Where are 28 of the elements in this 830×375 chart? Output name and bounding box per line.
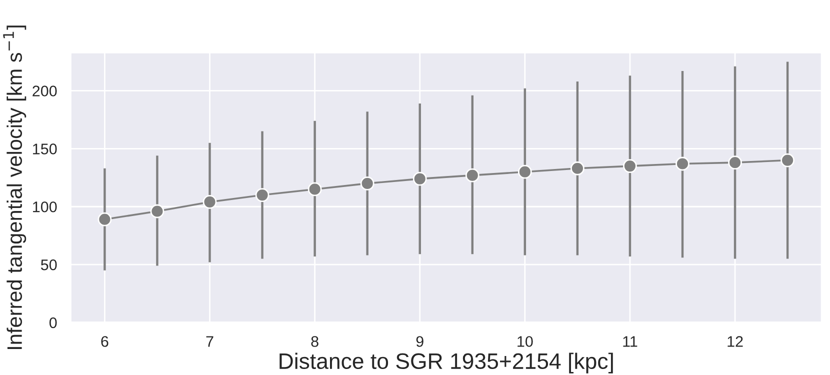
x-tick-label: 12 xyxy=(728,336,743,347)
y-tick-label: 200 xyxy=(32,86,57,96)
x-tick-label: 11 xyxy=(623,336,638,347)
point xyxy=(202,195,217,209)
point xyxy=(728,156,742,170)
point xyxy=(412,172,427,186)
point xyxy=(465,168,480,182)
y-tick-label: 0 xyxy=(49,317,57,328)
y-tick-label: 100 xyxy=(33,201,57,212)
point xyxy=(308,182,322,196)
x-tick-label: 7 xyxy=(206,336,214,347)
point xyxy=(150,204,164,218)
x-axis-title: Distance to SGR 1935+2154 [kpc] xyxy=(280,352,613,374)
point xyxy=(255,188,270,202)
x-tick-label: 9 xyxy=(416,336,424,347)
y-tick-label: 150 xyxy=(33,144,57,154)
point xyxy=(98,212,112,226)
point xyxy=(518,164,532,179)
x-tick-label: 6 xyxy=(101,336,108,347)
y-tick-label: 50 xyxy=(40,259,57,270)
point xyxy=(676,156,690,171)
y-axis-title: Inferred tangential velocity [km s$^{−1}$] xyxy=(3,26,26,350)
x-tick-label: 8 xyxy=(311,336,318,347)
x-tick-label: 10 xyxy=(518,336,533,347)
point xyxy=(780,153,794,168)
point xyxy=(570,161,584,176)
point xyxy=(360,176,374,190)
point xyxy=(623,159,637,174)
